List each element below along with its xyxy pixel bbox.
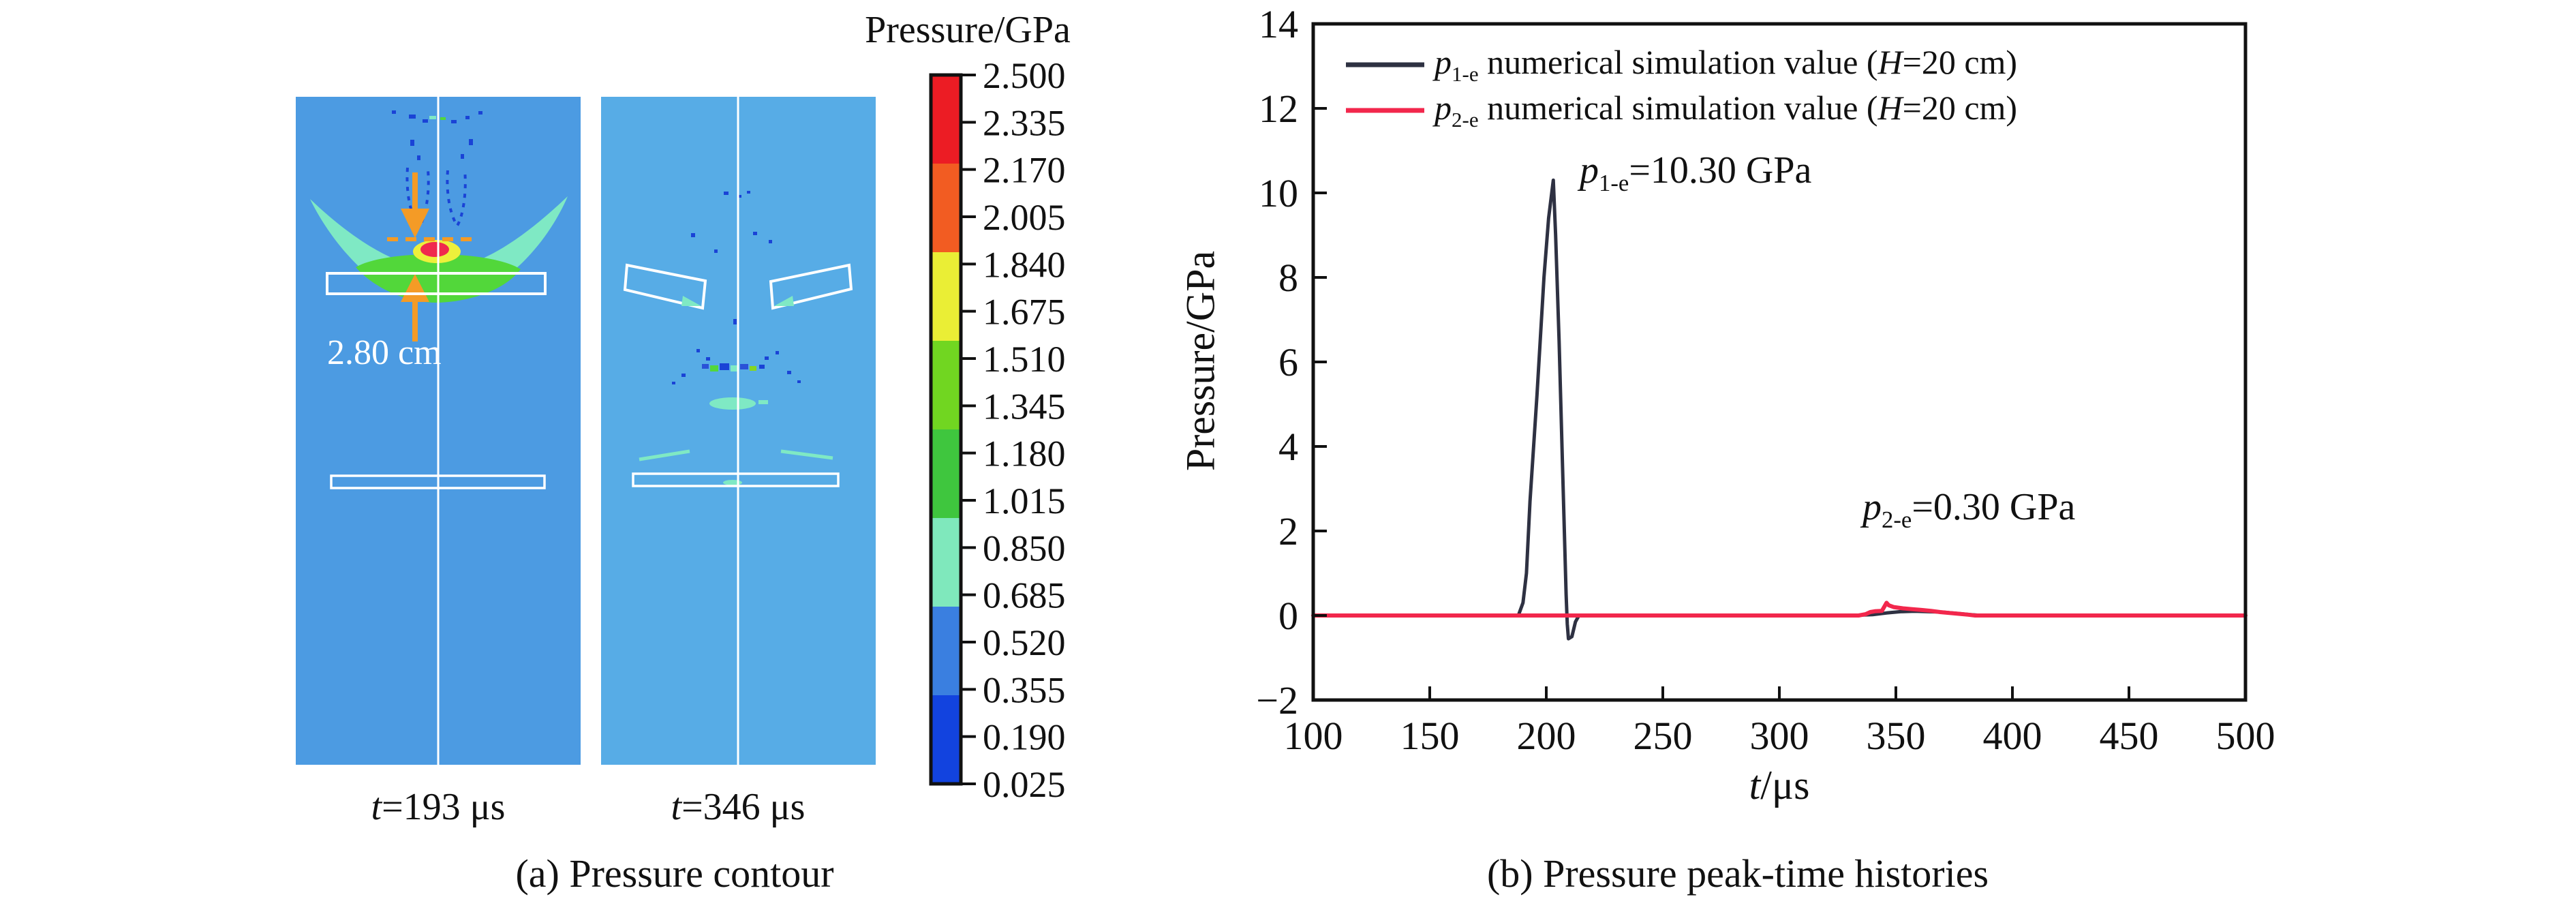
dimension-label: 2.80 cm xyxy=(327,333,442,372)
colorbar-tick-label: 1.840 xyxy=(983,244,1066,285)
x-tick-label: 250 xyxy=(1634,714,1693,758)
y-tick-label: −2 xyxy=(1256,678,1298,723)
colorbar-tick-label: 0.685 xyxy=(983,575,1066,616)
colorbar-segment xyxy=(931,341,961,430)
x-tick-label: 300 xyxy=(1750,714,1809,758)
series-line-2 xyxy=(1311,600,2248,618)
colorbar-segment xyxy=(931,75,961,164)
y-axis-label: Pressure/GPa xyxy=(1178,250,1223,472)
x-axis-label-unit: /μs xyxy=(1760,763,1810,808)
plate-tip-mint-left xyxy=(681,296,701,306)
spall-speckles-top-colored xyxy=(429,116,446,120)
x-tick-label: 100 xyxy=(1284,714,1343,758)
time-label-346us-var: t xyxy=(671,786,682,828)
midline-speckle-cluster xyxy=(702,356,769,371)
colorbar-segment xyxy=(931,252,961,341)
time-label-346us: t=346 μs xyxy=(602,785,874,829)
y-tick-label: 14 xyxy=(1259,2,1298,46)
contour-snapshot-193us xyxy=(296,97,581,765)
y-tick-label: 8 xyxy=(1278,256,1298,300)
colorbar-tick-label: 1.345 xyxy=(983,386,1066,427)
mint-lens xyxy=(709,397,756,410)
hotspot-red-core xyxy=(420,242,449,257)
x-axis-label-var: t xyxy=(1749,763,1761,808)
debris-speckles xyxy=(672,191,801,384)
spall-speckles-top xyxy=(392,110,482,160)
colorbar-tick-label: 0.025 xyxy=(983,764,1066,805)
mint-streak-left xyxy=(639,449,690,461)
measurement-arrow-down xyxy=(401,172,429,238)
plate-tip-mint-right xyxy=(774,296,794,306)
colorbar-segment xyxy=(931,429,961,519)
x-tick-label: 350 xyxy=(1867,714,1926,758)
y-tick-label: 6 xyxy=(1278,340,1298,384)
broken-plate-left-half xyxy=(623,263,707,310)
x-tick-label: 500 xyxy=(2216,714,2275,758)
colorbar-tick-label: 1.675 xyxy=(983,292,1066,333)
y-tick-label: 0 xyxy=(1278,594,1298,638)
colorbar-tick-label: 2.500 xyxy=(983,55,1066,96)
x-tick-label: 400 xyxy=(1983,714,2042,758)
colorbar-segment xyxy=(931,607,961,696)
colorbar-tick-label: 0.850 xyxy=(983,528,1066,568)
colorbar-segment xyxy=(931,695,961,785)
colorbar-tick-label: 0.520 xyxy=(983,622,1066,663)
broken-plate-right-half xyxy=(769,263,853,310)
lower-plate-outline-right xyxy=(632,472,840,487)
caption-panel-a: (a) Pressure contour xyxy=(515,851,834,896)
time-label-193us: t=193 μs xyxy=(302,785,574,829)
colorbar-tick-label: 1.510 xyxy=(983,339,1066,380)
colorbar-segment xyxy=(931,164,961,253)
y-tick-label: 4 xyxy=(1278,425,1298,469)
x-tick-label: 150 xyxy=(1400,714,1460,758)
time-label-193us-value: =193 μs xyxy=(382,786,506,828)
colorbar-tick-label: 2.005 xyxy=(983,197,1066,238)
colorbar: 2.500 2.335 2.170 2.005 1.840 1.675 1.510 1.345… xyxy=(929,55,1066,805)
contour-snapshot-346us xyxy=(601,97,876,765)
mint-streak-right xyxy=(780,449,833,460)
mint-lens-fragment xyxy=(758,400,768,404)
colorbar-tick-label: 0.355 xyxy=(983,669,1066,710)
x-axis-label: t/μs xyxy=(1643,762,1916,809)
pressure-history-chart: 100 150 200 250 300 350 400 450 500 −2 0 2 4 6 8 10 12 14 xyxy=(1256,2,2275,758)
time-label-346us-value: =346 μs xyxy=(681,786,806,828)
colorbar-tick-label: 0.190 xyxy=(983,717,1066,758)
cavitation-plumes xyxy=(405,167,467,230)
colorbar-segment xyxy=(931,518,961,607)
y-tick-label: 10 xyxy=(1259,171,1298,215)
time-label-193us-var: t xyxy=(371,786,382,828)
x-tick-label: 450 xyxy=(2100,714,2159,758)
mint-dash xyxy=(723,480,742,485)
colorbar-title: Pressure/GPa xyxy=(865,9,1071,51)
colorbar-tick-label: 2.335 xyxy=(983,102,1066,143)
caption-panel-b: (b) Pressure peak-time histories xyxy=(1486,851,1989,896)
colorbar-tick-label: 2.170 xyxy=(983,150,1066,191)
x-tick-label: 200 xyxy=(1517,714,1576,758)
y-tick-label: 2 xyxy=(1278,509,1298,553)
series-line-1 xyxy=(1311,178,2248,641)
colorbar-tick-label: 1.015 xyxy=(983,481,1066,521)
colorbar-tick-label: 1.180 xyxy=(983,434,1066,474)
plot-border xyxy=(1311,22,2248,702)
colorbar-border xyxy=(929,73,963,786)
y-tick-label: 12 xyxy=(1259,87,1298,131)
upper-plate-outline-left xyxy=(326,272,547,295)
